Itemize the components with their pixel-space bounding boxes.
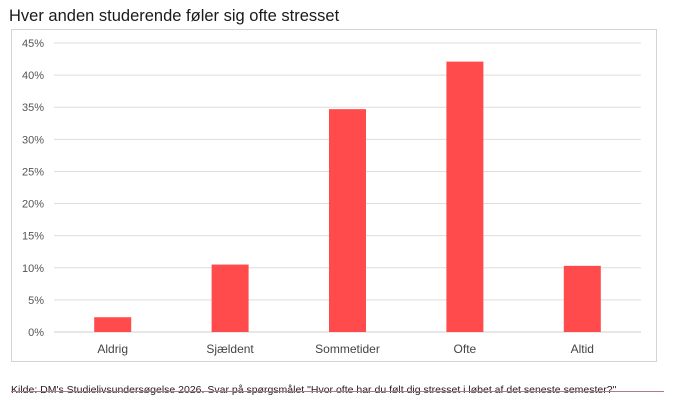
x-tick-label-ofte: Ofte [454,342,477,356]
chart-title: Hver anden studerende føler sig ofte str… [9,7,340,25]
bars [94,61,601,332]
y-tick-label: 40% [22,70,44,82]
y-tick-label: 10% [22,263,44,275]
chart-frame [11,29,657,362]
bar-ofte [446,61,484,332]
bar-sommetider [329,109,366,332]
axis-labels: 0% 5% 10% 15% 20% 25% 30% 35% 40% 45% Aldrig Sjælde… [22,38,594,356]
y-tick-label: 30% [22,134,44,146]
x-tick-label-altid: Altid [571,342,594,356]
bar-sjældent [211,264,249,332]
y-tick-label: 20% [22,199,44,211]
x-tick-label-aldrig: Aldrig [97,342,128,356]
y-tick-label: 35% [22,102,44,114]
source-underline [11,391,664,392]
x-tick-label-sommetider: Sommetider [315,342,380,356]
x-tick-label-sjældent: Sjældent [206,342,254,356]
y-tick-label: 15% [22,231,44,243]
bar-altid [563,265,601,332]
y-tick-label: 0% [28,327,44,339]
y-tick-label: 45% [22,38,44,50]
source-note: Kilde: DM's Studielivsundersøgelse 2026.… [11,384,617,396]
y-tick-label: 5% [28,295,44,307]
y-tick-label: 25% [22,166,44,178]
bar-aldrig [94,317,132,332]
